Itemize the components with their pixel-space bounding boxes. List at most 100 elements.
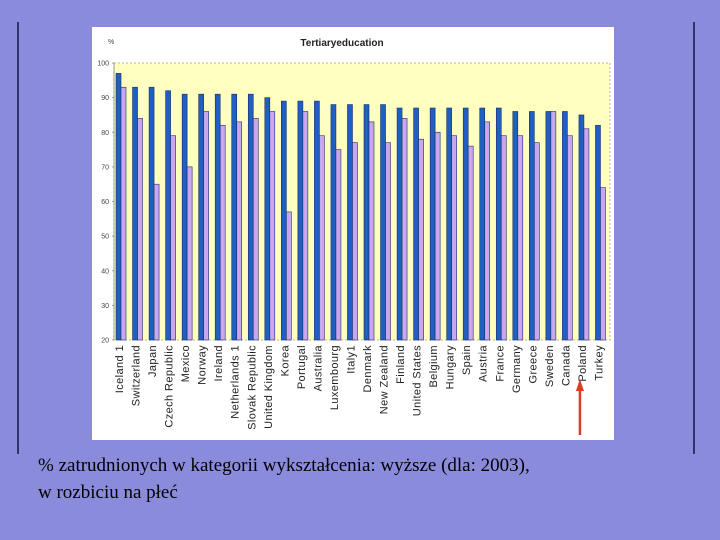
bar-men <box>495 107 502 341</box>
bar-men <box>148 86 155 341</box>
caption-line-2: w rozbiciu na płeć <box>38 482 178 503</box>
bar-men <box>181 93 188 341</box>
x-tick-label: Greece <box>527 345 539 383</box>
bar-men <box>446 107 452 341</box>
x-tick-label: Italy1 <box>345 345 357 374</box>
chart-panel: Tertiaryeducation % 20 30 40 50 60 70 80 90 100 … <box>92 27 614 440</box>
x-tick-label: Poland <box>577 345 589 382</box>
bar-men <box>330 104 337 341</box>
bar-men <box>264 97 271 341</box>
right-divider-line <box>693 22 695 454</box>
x-tick-label: France <box>494 345 506 382</box>
bar-men <box>545 111 552 341</box>
x-tick-label: Japan <box>147 345 159 377</box>
bar-women <box>418 138 424 341</box>
bar-women <box>500 135 507 341</box>
bar-men <box>115 73 122 341</box>
x-tick-label: United Kingdom <box>263 345 275 429</box>
x-tick-label: Switzerland <box>131 345 143 406</box>
bar-women <box>286 211 292 341</box>
x-tick-label: Finland <box>395 345 407 384</box>
highlight-arrow-head <box>575 379 584 391</box>
caption: % zatrudnionych w kategorii wykształceni… <box>38 452 708 506</box>
bar-men <box>198 93 204 341</box>
x-tick-label: Germany <box>511 345 523 393</box>
x-tick-label: Ireland <box>213 345 225 381</box>
bar-women <box>203 111 209 341</box>
x-tick-label: Denmark <box>362 345 374 393</box>
bar-women <box>517 135 524 341</box>
bar-women <box>385 142 391 341</box>
bar-men <box>297 100 304 341</box>
x-tick-label: Australia <box>312 345 324 392</box>
bar-women <box>219 125 226 341</box>
bar-men <box>479 107 486 341</box>
bar-men <box>595 125 601 341</box>
bar-men <box>562 111 568 341</box>
left-divider-line <box>17 22 19 454</box>
y-tick-label: 60 <box>101 199 109 206</box>
bar-men <box>314 100 320 341</box>
bar-men <box>165 90 171 341</box>
y-tick-label: 50 <box>101 234 109 241</box>
bar-women <box>567 135 573 341</box>
bar-men <box>462 107 469 341</box>
bar-women <box>484 121 491 341</box>
y-tick-label: 40 <box>101 268 109 275</box>
y-tick-label: 30 <box>101 303 109 310</box>
x-tick-label: Netherlands 1 <box>230 345 242 419</box>
bar-women <box>186 166 193 341</box>
bar-men <box>413 107 419 341</box>
bar-women <box>236 121 243 341</box>
x-tick-label: Spain <box>461 345 473 375</box>
chart-title: Tertiaryeducation <box>300 38 383 49</box>
bar-women <box>451 135 457 341</box>
x-tick-label: Belgium <box>428 345 440 388</box>
x-tick-label: Mexico <box>180 345 192 382</box>
x-tick-label: Korea <box>279 345 291 377</box>
bar-women <box>368 121 375 341</box>
bar-men <box>347 104 353 341</box>
y-tick-label: 70 <box>101 164 109 171</box>
bar-men <box>132 86 138 341</box>
bar-women <box>534 142 540 341</box>
bar-women <box>401 118 408 341</box>
bar-men <box>578 114 585 341</box>
bar-women <box>137 118 143 341</box>
x-tick-label: Canada <box>560 345 572 386</box>
x-tick-label: Norway <box>197 345 209 385</box>
chart-svg: Tertiaryeducation % 2030405060708090100 … <box>97 38 611 435</box>
x-tick-label: Iceland 1 <box>114 345 126 393</box>
bar-women <box>170 135 176 341</box>
x-tick-label: Turkey <box>593 345 605 381</box>
x-tick-label: Austria <box>478 345 490 383</box>
bar-men <box>396 107 403 341</box>
x-tick-label: Luxembourg <box>329 345 341 410</box>
caption-line-1: % zatrudnionych w kategorii wykształceni… <box>38 455 530 476</box>
bar-men <box>529 111 535 341</box>
x-tick-label: Sweden <box>544 345 556 387</box>
bar-women <box>467 145 474 341</box>
x-tick-label: Czech Republic <box>164 345 176 428</box>
bar-women <box>550 111 557 341</box>
bar-men <box>214 93 221 341</box>
y-tick-label: 90 <box>101 95 109 102</box>
bar-men <box>429 107 436 341</box>
x-tick-label: Slovak Republic <box>246 345 258 430</box>
y-tick-label: 20 <box>101 338 109 345</box>
bar-women <box>583 128 590 341</box>
x-tick-label: New Zealand <box>379 345 391 414</box>
plot-area <box>113 62 611 341</box>
bar-women <box>302 111 309 341</box>
x-tick-label: United States <box>412 345 424 416</box>
bar-women <box>319 135 325 341</box>
bar-women <box>153 183 160 341</box>
y-axis-label: % <box>108 39 114 46</box>
bar-men <box>380 104 386 341</box>
bar-women <box>600 187 606 341</box>
y-tick-label: 80 <box>101 130 109 137</box>
x-tick-label: Hungary <box>445 345 457 389</box>
bar-women <box>434 131 441 341</box>
bar-men <box>247 93 254 341</box>
bar-men <box>281 100 287 341</box>
